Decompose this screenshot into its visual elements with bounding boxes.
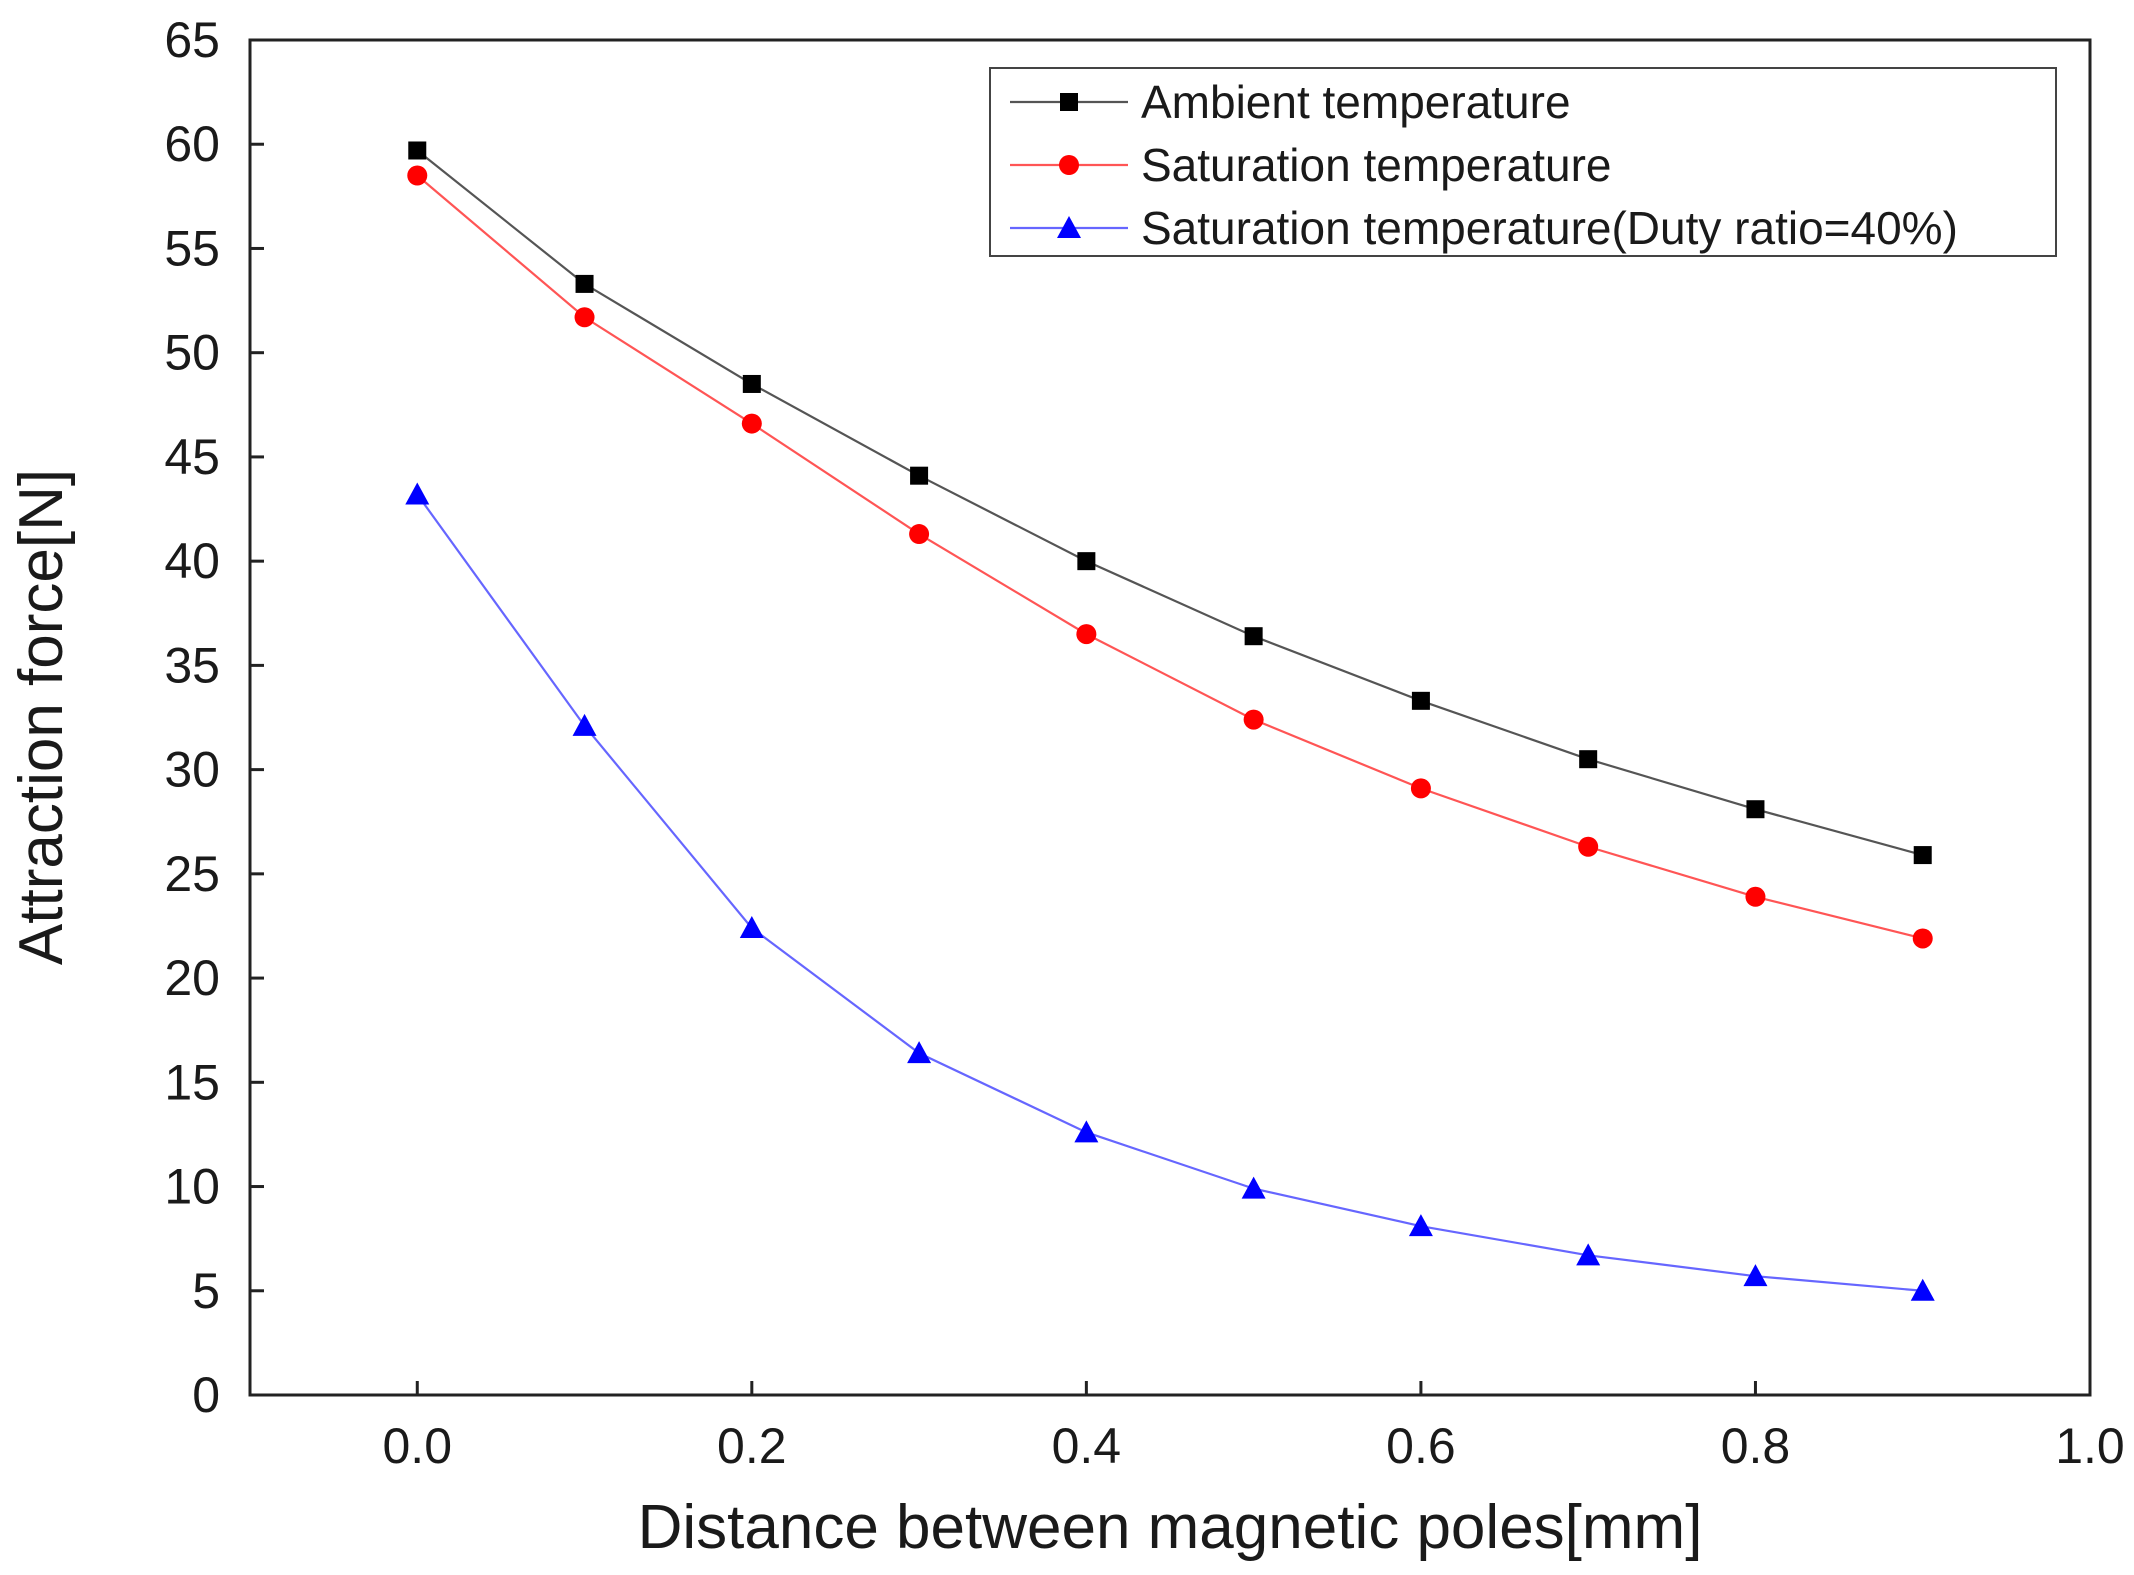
series-line	[416, 174, 1923, 940]
data-point	[1408, 1214, 1433, 1237]
data-point	[575, 274, 594, 293]
data-point	[907, 1041, 932, 1064]
data-point	[742, 374, 761, 393]
data-point	[1578, 836, 1599, 857]
legend-marker	[1057, 216, 1081, 238]
legend-label: Saturation temperature(Duty ratio=40%)	[1141, 202, 1958, 254]
data-point	[1579, 750, 1598, 769]
x-tick-label: 0.8	[1721, 1418, 1791, 1474]
data-point	[1745, 886, 1766, 907]
series-1	[408, 141, 1932, 865]
data-point	[1243, 709, 1264, 730]
data-point	[1074, 1120, 1099, 1143]
series-line	[416, 493, 1923, 1292]
y-tick-label: 65	[164, 12, 220, 68]
x-tick-label: 0.4	[1052, 1418, 1122, 1474]
data-point	[572, 713, 597, 736]
x-axis-ticks: 0.0 0.2 0.4 0.6 0.8 1.0	[383, 1381, 2125, 1474]
y-axis-ticks: 0 5 10 15 20 25 30 35 40 45 50 55 60 65	[164, 12, 264, 1423]
data-point	[1576, 1243, 1601, 1266]
y-tick-label: 5	[192, 1263, 220, 1319]
x-tick-label: 0.6	[1386, 1418, 1456, 1474]
data-point	[574, 307, 595, 328]
data-point	[1910, 1278, 1935, 1301]
y-tick-label: 40	[164, 533, 220, 589]
y-tick-label: 50	[164, 325, 220, 381]
data-point	[1077, 552, 1096, 571]
legend-entry: Saturation temperature	[1010, 139, 1612, 191]
y-tick-label: 20	[164, 950, 220, 1006]
y-tick-label: 30	[164, 742, 220, 798]
legend-entry: Saturation temperature(Duty ratio=40%)	[1010, 202, 1958, 254]
legend-marker	[1060, 93, 1078, 111]
data-point	[909, 524, 930, 545]
data-point	[1241, 1176, 1266, 1199]
plot-frame	[248, 38, 2092, 1397]
series-3	[405, 482, 1935, 1301]
series-line	[416, 149, 1924, 857]
data-point	[1410, 778, 1431, 799]
y-tick-label: 55	[164, 220, 220, 276]
data-point	[1743, 1264, 1768, 1287]
x-axis-label: Distance between magnetic poles[mm]	[638, 1493, 1703, 1562]
data-point	[408, 141, 427, 160]
series-layer	[405, 141, 1935, 1301]
data-point	[1913, 846, 1932, 865]
y-tick-label: 0	[192, 1367, 220, 1423]
data-point	[739, 916, 764, 939]
data-point	[1746, 800, 1765, 819]
legend-box	[989, 67, 2057, 257]
data-point	[1244, 627, 1263, 646]
y-tick-label: 10	[164, 1159, 220, 1215]
data-point	[1076, 624, 1097, 645]
y-tick-label: 35	[164, 637, 220, 693]
y-tick-label: 25	[164, 846, 220, 902]
data-point	[407, 165, 428, 186]
data-point	[405, 482, 430, 505]
y-axis-label: Attraction force[N]	[7, 469, 76, 965]
data-point	[741, 413, 762, 434]
x-tick-label: 0.0	[383, 1418, 453, 1474]
y-tick-label: 45	[164, 429, 220, 485]
x-tick-label: 1.0	[2055, 1418, 2125, 1474]
series-2	[407, 165, 1933, 949]
legend-entry: Ambient temperature	[1010, 76, 1571, 128]
legend: Ambient temperature Saturation temperatur…	[989, 67, 2057, 257]
legend-marker	[1059, 155, 1079, 175]
legend-label: Ambient temperature	[1141, 76, 1571, 128]
legend-label: Saturation temperature	[1141, 139, 1612, 191]
x-tick-label: 0.2	[717, 1418, 787, 1474]
data-point	[1912, 928, 1933, 949]
y-tick-label: 15	[164, 1054, 220, 1110]
y-tick-label: 60	[164, 116, 220, 172]
data-point	[1411, 691, 1430, 710]
data-point	[910, 466, 929, 485]
